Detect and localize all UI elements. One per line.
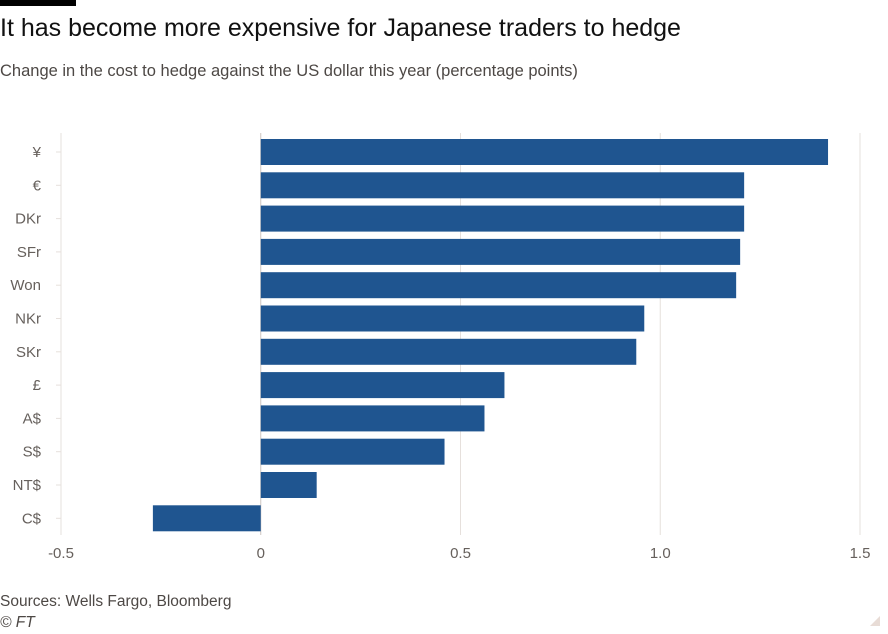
bar [152,505,261,532]
y-tick-label: S$ [23,444,42,461]
bar [260,172,745,199]
bar [260,405,485,432]
x-tick-label: 1.5 [850,545,871,562]
x-tick-label: 1.0 [650,545,671,562]
x-tick-label: 0 [257,545,265,562]
bar [260,205,745,232]
y-tick-label: SKr [16,344,41,361]
ft-brand-bar [0,0,76,6]
bar [260,472,317,498]
ft-credit: © FT [0,614,35,631]
y-tick-label: A$ [23,410,42,427]
y-tick-label: £ [33,377,42,394]
bar [260,139,829,165]
bar [260,338,637,365]
bar [260,372,505,399]
bar [260,238,741,265]
y-tick-label: C$ [22,510,42,527]
y-tick-label: € [33,177,42,194]
x-tick-label: -0.5 [48,545,74,562]
bar [260,272,737,299]
bar [260,438,445,465]
y-tick-label: NT$ [13,477,42,494]
chart-subtitle: Change in the cost to hedge against the … [0,62,578,80]
y-tick-label: NKr [15,311,41,328]
bar [260,305,645,332]
source-note: Sources: Wells Fargo, Bloomberg [0,593,232,610]
x-tick-label: 0.5 [450,545,471,562]
y-tick-label: ¥ [32,144,42,161]
chart-title: It has become more expensive for Japanes… [0,14,681,42]
y-tick-label: SFr [17,244,41,261]
y-tick-label: Won [10,277,41,294]
y-tick-label: DKr [15,211,41,228]
resize-corner-icon [870,616,880,626]
